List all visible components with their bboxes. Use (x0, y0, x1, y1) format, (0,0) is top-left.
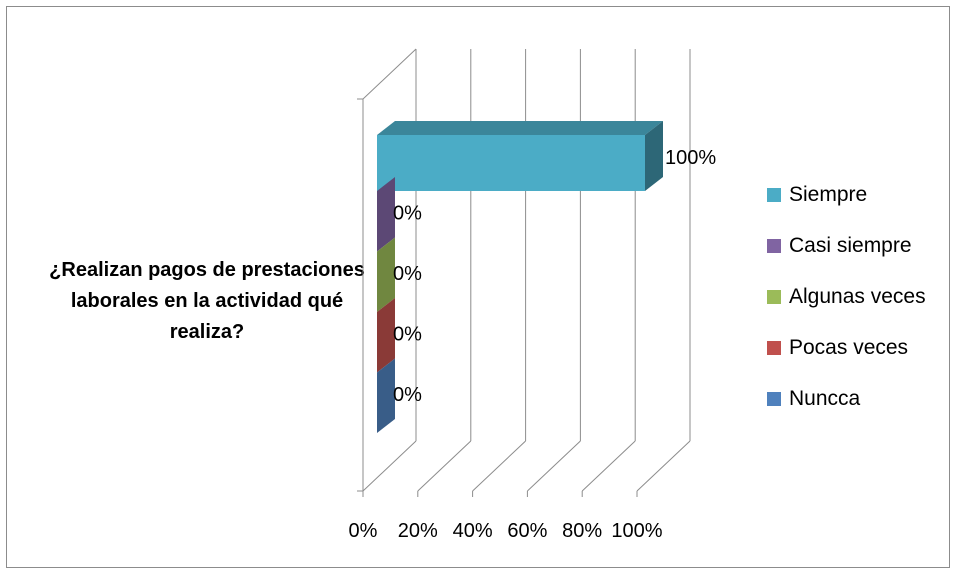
legend-swatch (767, 341, 781, 355)
floor-gridline (472, 440, 526, 492)
legend-item: Casi siempre (767, 234, 912, 257)
legend-swatch (767, 392, 781, 406)
floor-gridline (362, 440, 417, 492)
data-label-0: 100% (665, 147, 716, 169)
bar-siempre (377, 121, 663, 191)
bar-pocas-veces (377, 298, 395, 373)
legend-label: Algunas veces (789, 285, 926, 308)
x-axis-ticks: 0% 20% 40% 60% 80% 100% (349, 520, 663, 542)
gridlines (357, 48, 691, 497)
legend: Siempre Casi siempre Algunas veces Pocas ve… (767, 183, 926, 410)
legend-label: Pocas veces (789, 336, 908, 359)
data-label-4: 0% (393, 384, 422, 406)
legend-item: Algunas veces (767, 285, 926, 308)
bar-casi-siempre (377, 177, 395, 252)
data-label-3: 0% (393, 323, 422, 345)
floor-gridline (527, 440, 581, 492)
x-tick-label: 60% (507, 520, 547, 542)
category-label: ¿Realizan pagos de prestaciones laborale… (49, 259, 365, 343)
floor-gridline (581, 440, 636, 492)
legend-swatch (767, 188, 781, 202)
legend-label: Siempre (789, 183, 867, 206)
bar-side (377, 177, 395, 252)
side-wall-top (362, 48, 417, 100)
x-tick-label: 0% (349, 520, 378, 542)
legend-item: Siempre (767, 183, 867, 206)
legend-item: Nuncca (767, 387, 861, 410)
legend-item: Pocas veces (767, 336, 908, 359)
x-tick-label: 40% (453, 520, 493, 542)
floor-gridline (417, 440, 472, 492)
bar-side (377, 237, 395, 312)
legend-label: Casi siempre (789, 234, 912, 257)
bar-side (377, 358, 395, 433)
x-tick-label: 20% (398, 520, 438, 542)
legend-label: Nuncca (789, 387, 861, 410)
bar-chart: 100% 0% 0% 0% 0% 0% 20% 40% 60% 80% 100% Siempre C… (349, 48, 926, 542)
data-label-1: 0% (393, 202, 422, 224)
bar-front (377, 135, 645, 191)
legend-swatch (767, 239, 781, 253)
x-tick-label: 80% (562, 520, 602, 542)
bar-top (377, 121, 663, 135)
x-tick-label: 100% (611, 520, 662, 542)
legend-swatch (767, 290, 781, 304)
bar-end (645, 121, 663, 191)
floor-gridline (636, 440, 691, 492)
data-labels: 100% 0% 0% 0% 0% (393, 147, 716, 406)
bar-algunas-veces (377, 237, 395, 312)
bar-side (377, 298, 395, 373)
chart-frame: ¿Realizan pagos de prestaciones laborale… (6, 6, 950, 568)
bar-nuncca (377, 358, 395, 433)
data-label-2: 0% (393, 263, 422, 285)
bars (377, 121, 663, 433)
